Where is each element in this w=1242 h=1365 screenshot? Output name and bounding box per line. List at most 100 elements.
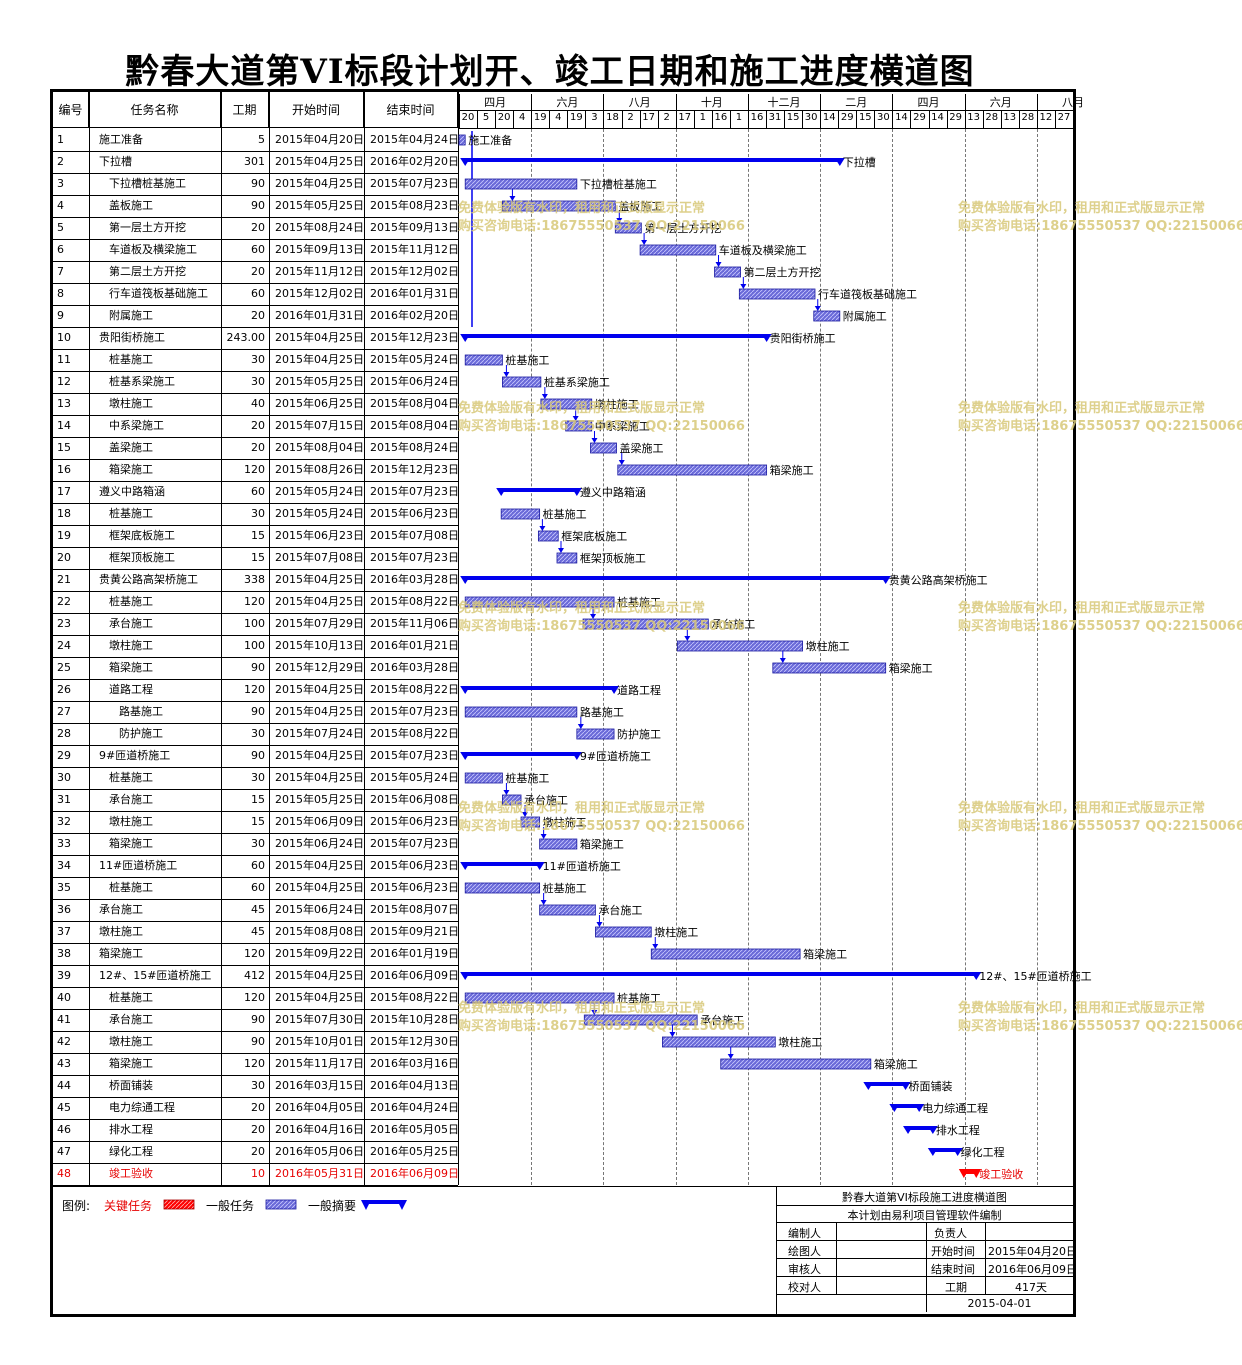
task-id: 14 (57, 419, 71, 432)
row-divider (53, 987, 458, 988)
task-name: 桩基系梁施工 (109, 375, 175, 388)
task-name: 墩柱施工 (109, 815, 153, 828)
timescale-day: 29 (840, 112, 854, 123)
task-duration: 120 (244, 991, 265, 1004)
task-end: 2015年08月22日 (370, 991, 458, 1004)
task-start: 2015年08月04日 (275, 441, 364, 454)
task-id: 24 (57, 639, 71, 652)
month-separator (747, 94, 749, 110)
task-end: 2016年02月20日 (370, 155, 458, 168)
row-divider (53, 393, 458, 394)
task-id: 47 (57, 1145, 71, 1158)
month-separator (820, 94, 822, 110)
task-duration: 15 (251, 529, 265, 542)
task-start: 2015年04月25日 (275, 353, 364, 366)
task-id: 11 (57, 353, 71, 366)
task-duration: 45 (251, 925, 265, 938)
task-end: 2016年03月16日 (370, 1057, 458, 1070)
task-duration: 45 (251, 903, 265, 916)
row-divider (53, 745, 458, 746)
day-separator (964, 111, 966, 128)
task-duration: 120 (244, 1057, 265, 1070)
task-name: 9#匝道桥施工 (99, 749, 171, 762)
task-name: 承台施工 (109, 793, 153, 806)
task-duration: 60 (251, 287, 265, 300)
task-duration: 20 (251, 1123, 265, 1136)
footer-duration-label: 工期 (945, 1281, 967, 1294)
day-separator (910, 111, 912, 128)
task-id: 18 (57, 507, 71, 520)
day-separator (928, 111, 930, 128)
task-duration: 100 (244, 617, 265, 630)
timescale-day: 19 (570, 112, 583, 123)
row-divider (53, 1053, 458, 1054)
row-divider (53, 1185, 458, 1186)
task-id: 6 (57, 243, 64, 256)
task-end: 2016年01月21日 (370, 639, 458, 652)
day-separator (621, 111, 623, 128)
row-divider (53, 525, 458, 526)
task-end: 2015年08月22日 (370, 595, 458, 608)
row-divider (53, 877, 458, 878)
task-end: 2015年08月23日 (370, 199, 458, 212)
task-start: 2015年04月25日 (275, 683, 364, 696)
row-divider (53, 789, 458, 790)
month-gridline (603, 129, 605, 1185)
task-id: 20 (57, 551, 71, 564)
day-separator (820, 111, 822, 128)
task-start: 2015年07月29日 (275, 617, 364, 630)
task-id: 5 (57, 221, 64, 234)
task-name: 承台施工 (99, 903, 143, 916)
task-duration: 15 (251, 551, 265, 564)
month-gridline (964, 129, 966, 1185)
row-divider (53, 701, 458, 702)
footer-col-line (926, 1222, 927, 1312)
footer-checker: 校对人 (788, 1281, 821, 1294)
task-duration: 5 (258, 133, 265, 146)
task-name: 框架顶板施工 (109, 551, 175, 564)
day-separator (477, 111, 479, 128)
task-end: 2015年07月23日 (370, 705, 458, 718)
task-end: 2015年08月04日 (370, 397, 458, 410)
task-id: 30 (57, 771, 71, 784)
task-id: 26 (57, 683, 71, 696)
task-name: 排水工程 (109, 1123, 153, 1136)
task-name: 桩基施工 (109, 507, 153, 520)
footer-start-value: 2015年04月20日 (988, 1245, 1077, 1258)
task-end: 2015年04月24日 (370, 133, 458, 146)
row-divider (53, 1163, 458, 1164)
timescale-month: 八月 (1061, 96, 1084, 109)
chart-title: 黔春大道第VI标段计划开、竣工日期和施工进度横道图 (125, 52, 975, 92)
footer-title: 黔春大道第VI标段施工进度横道图 (842, 1191, 1007, 1204)
footer-row-line (776, 1276, 1073, 1277)
footer-row-line (776, 1294, 1073, 1295)
timescale-month: 六月 (556, 96, 579, 109)
row-divider (53, 723, 458, 724)
task-start: 2015年09月22日 (275, 947, 364, 960)
task-start: 2015年07月24日 (275, 727, 364, 740)
task-start: 2015年04月25日 (275, 595, 364, 608)
task-duration: 120 (244, 683, 265, 696)
task-id: 44 (57, 1079, 71, 1092)
timescale-day: 29 (913, 112, 926, 123)
task-id: 39 (57, 969, 71, 982)
task-duration: 30 (251, 353, 265, 366)
task-duration: 60 (251, 485, 265, 498)
task-name: 下拉槽桩基施工 (109, 177, 186, 190)
footer-start-label: 开始时间 (931, 1245, 975, 1258)
task-start: 2015年11月12日 (275, 265, 364, 278)
day-separator (639, 111, 641, 128)
task-start: 2015年10月13日 (275, 639, 364, 652)
month-gridline (1036, 129, 1038, 1185)
task-id: 4 (57, 199, 64, 212)
task-start: 2015年06月24日 (275, 903, 364, 916)
task-name: 箱梁施工 (109, 661, 153, 674)
timescale-day: 2 (627, 112, 634, 123)
task-end: 2015年08月22日 (370, 727, 458, 740)
task-start: 2015年10月01日 (275, 1035, 364, 1048)
task-end: 2015年12月23日 (370, 463, 458, 476)
legend-critical-label: 关键任务 (104, 1199, 153, 1213)
task-name: 墩柱施工 (109, 1035, 153, 1048)
task-start: 2016年03月15日 (275, 1079, 364, 1092)
task-name: 墩柱施工 (109, 639, 153, 652)
